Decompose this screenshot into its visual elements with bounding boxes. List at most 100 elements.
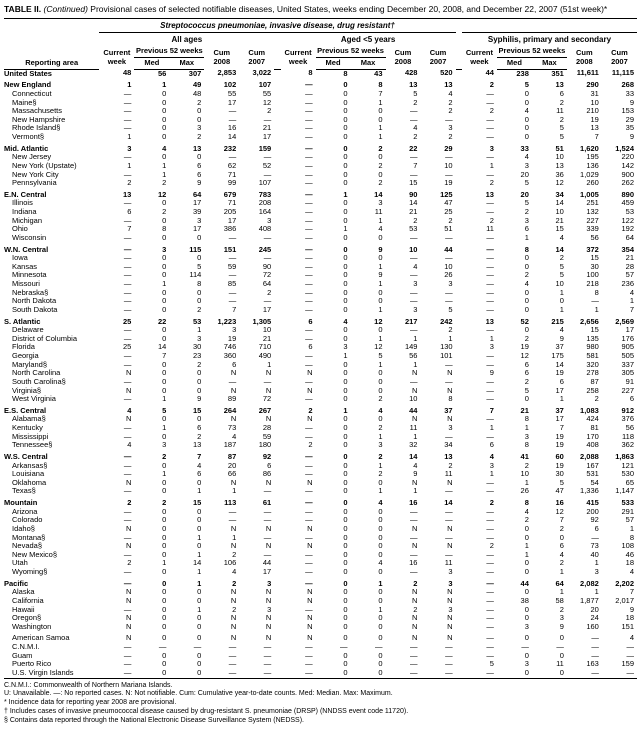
data-cell: — — [420, 116, 455, 125]
footnote-line: * Incidence data for reporting year 2008… — [4, 699, 637, 708]
data-cell: 0 — [316, 568, 351, 577]
data-cell: 679 — [204, 188, 239, 200]
data-cell: 200 — [567, 508, 602, 517]
area-cell: E.N. Central — [4, 188, 99, 200]
data-cell: 13 — [462, 315, 497, 327]
data-cell: — — [99, 271, 134, 280]
data-cell: 339 — [567, 225, 602, 234]
data-cell: 30 — [532, 470, 567, 479]
data-cell: — — [497, 643, 532, 652]
data-cell: — — [99, 424, 134, 433]
data-cell: — — [99, 577, 134, 589]
data-cell: 153 — [602, 107, 637, 116]
area-cell: Nebraska§ — [4, 289, 99, 298]
data-cell: — — [204, 271, 239, 280]
area-cell: Alaska — [4, 588, 99, 597]
data-cell: 1 — [386, 361, 421, 370]
data-cell: 8 — [281, 69, 316, 78]
data-cell: 1 — [497, 234, 532, 243]
data-cell: 0 — [316, 597, 351, 606]
data-cell: 0 — [169, 369, 204, 378]
data-cell: 14 — [532, 199, 567, 208]
data-cell: N — [239, 597, 274, 606]
data-cell: 0 — [169, 387, 204, 396]
data-cell: 53 — [169, 315, 204, 327]
data-cell: N — [99, 369, 134, 378]
data-cell: 195 — [567, 153, 602, 162]
data-cell: 1 — [169, 568, 204, 577]
data-cell: — — [99, 199, 134, 208]
data-cell: — — [99, 361, 134, 370]
data-cell: 5 — [532, 124, 567, 133]
data-cell: 232 — [204, 142, 239, 154]
data-cell: 2,082 — [567, 577, 602, 589]
data-cell: 11,115 — [602, 69, 637, 78]
data-cell: — — [462, 243, 497, 255]
data-cell: 48 — [169, 90, 204, 99]
data-cell: 1 — [497, 424, 532, 433]
data-cell: 1,029 — [567, 171, 602, 180]
data-cell: 2,088 — [567, 450, 602, 462]
data-cell: N — [99, 387, 134, 396]
area-cell: Mountain — [4, 496, 99, 508]
data-cell: 18 — [602, 614, 637, 623]
data-cell: — — [281, 306, 316, 315]
data-cell: — — [420, 171, 455, 180]
area-cell: Indiana — [4, 208, 99, 217]
data-cell: 1,620 — [567, 142, 602, 154]
data-cell: 23 — [169, 352, 204, 361]
data-cell: — — [420, 234, 455, 243]
data-cell: N — [239, 588, 274, 597]
area-cell: Utah — [4, 559, 99, 568]
data-cell: 29 — [602, 116, 637, 125]
data-cell: — — [99, 99, 134, 108]
col-cum2007-3: Cum2007 — [602, 46, 637, 69]
data-cell: 14 — [204, 133, 239, 142]
data-cell: 0 — [351, 297, 386, 306]
data-cell: 8 — [602, 534, 637, 543]
data-cell: 2 — [497, 462, 532, 471]
data-cell: 35 — [602, 124, 637, 133]
data-cell: 4 — [134, 142, 169, 154]
data-cell: 372 — [567, 243, 602, 255]
data-cell: — — [99, 107, 134, 116]
group-syphilis: Syphilis, primary and secondary — [462, 33, 637, 47]
data-cell: 0 — [134, 153, 169, 162]
data-cell: 14 — [420, 496, 455, 508]
data-table: Streptococcus pneumoniae, invasive disea… — [4, 18, 637, 679]
data-cell: N — [386, 597, 421, 606]
data-cell: 1 — [351, 280, 386, 289]
data-cell: 6 — [462, 441, 497, 450]
data-cell: 208 — [239, 199, 274, 208]
area-cell: New Mexico§ — [4, 551, 99, 560]
data-cell: — — [281, 326, 316, 335]
data-cell: — — [420, 669, 455, 678]
data-cell: N — [420, 597, 455, 606]
data-cell: — — [386, 652, 421, 661]
data-cell: 1 — [351, 606, 386, 615]
data-cell: 0 — [316, 162, 351, 171]
data-cell: — — [567, 297, 602, 306]
data-cell: 17 — [204, 99, 239, 108]
area-cell: Louisiana — [4, 470, 99, 479]
data-cell: 15 — [567, 326, 602, 335]
data-cell: 92 — [239, 450, 274, 462]
data-cell: 0 — [316, 542, 351, 551]
data-cell: — — [169, 643, 204, 652]
data-cell: 1 — [462, 424, 497, 433]
data-cell: 19 — [532, 433, 567, 442]
data-cell: 0 — [316, 199, 351, 208]
data-cell: 0 — [134, 254, 169, 263]
data-cell: — — [281, 534, 316, 543]
data-cell: 0 — [316, 243, 351, 255]
data-cell: 0 — [497, 306, 532, 315]
data-cell: N — [386, 369, 421, 378]
data-cell: 180 — [239, 441, 274, 450]
data-cell: — — [567, 652, 602, 661]
data-cell: N — [204, 631, 239, 643]
data-cell: 56 — [134, 69, 169, 78]
data-cell: 415 — [567, 496, 602, 508]
area-cell: Illinois — [4, 199, 99, 208]
data-cell: 1 — [462, 162, 497, 171]
data-cell: 4 — [169, 462, 204, 471]
